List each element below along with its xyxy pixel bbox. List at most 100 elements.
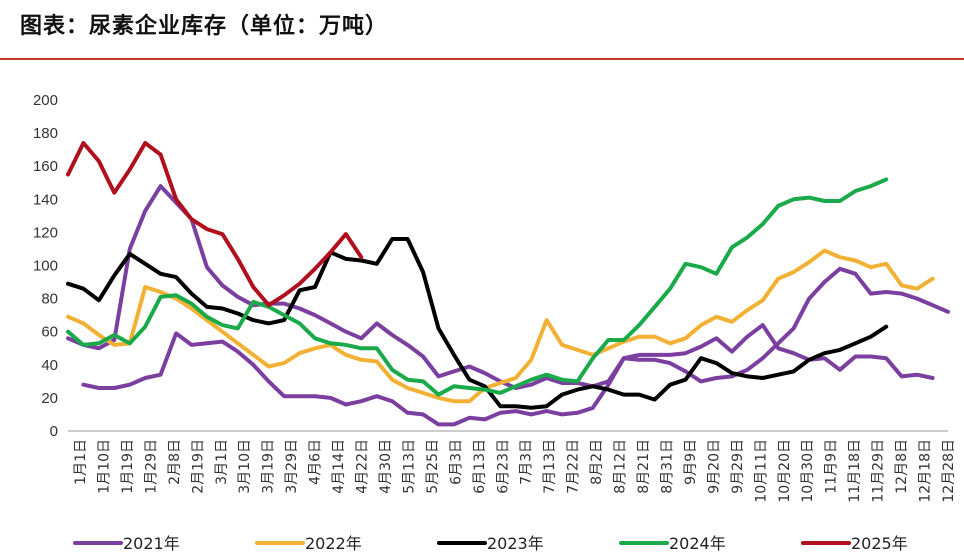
data-point: [575, 388, 579, 392]
data-point: [822, 356, 826, 360]
data-point: [205, 341, 209, 345]
data-point: [529, 378, 533, 382]
x-tick-label: 3月19日: [261, 439, 277, 494]
data-point: [452, 399, 456, 403]
data-point: [298, 351, 302, 355]
x-tick-label: 8月12日: [613, 439, 629, 494]
data-point: [591, 384, 595, 388]
data-point: [375, 359, 379, 363]
data-point: [143, 325, 147, 329]
data-point: [498, 411, 502, 415]
data-point: [560, 393, 564, 397]
data-point: [792, 369, 796, 373]
data-point: [220, 283, 224, 287]
data-point: [714, 361, 718, 365]
x-tick-label: 11月9日: [824, 439, 840, 494]
legend-label: 2025年: [851, 534, 908, 553]
data-point: [251, 363, 255, 367]
data-point: [112, 333, 116, 337]
data-point: [220, 323, 224, 327]
y-tick-label: 160: [33, 158, 58, 175]
data-point: [869, 355, 873, 359]
data-point: [359, 255, 363, 259]
data-point: [437, 396, 441, 400]
x-tick-label: 1月19日: [120, 439, 136, 494]
data-point: [545, 409, 549, 413]
data-point: [606, 388, 610, 392]
y-tick-label: 120: [33, 224, 58, 241]
series-line-2025年: [66, 141, 364, 308]
data-point: [220, 232, 224, 236]
data-point: [869, 292, 873, 296]
data-point: [220, 307, 224, 311]
data-point: [730, 320, 734, 324]
data-point: [298, 288, 302, 292]
legend-label: 2024年: [669, 534, 726, 553]
x-tick-label: 12月18日: [918, 439, 934, 503]
data-point: [684, 336, 688, 340]
data-point: [884, 177, 888, 181]
data-point: [143, 262, 147, 266]
data-point: [498, 391, 502, 395]
data-point: [498, 404, 502, 408]
data-point: [838, 348, 842, 352]
data-point: [174, 331, 178, 335]
data-point: [467, 399, 471, 403]
data-point: [761, 376, 765, 380]
data-point: [483, 384, 487, 388]
data-point: [637, 393, 641, 397]
data-point: [267, 364, 271, 368]
data-point: [853, 189, 857, 193]
y-tick-label: 100: [33, 258, 58, 275]
x-tick-label: 8月31日: [659, 439, 675, 494]
data-point: [853, 272, 857, 276]
data-point: [159, 373, 163, 377]
data-point: [514, 409, 518, 413]
data-point: [97, 298, 101, 302]
data-point: [313, 346, 317, 350]
data-point: [359, 358, 363, 362]
data-point: [884, 290, 888, 294]
data-point: [205, 227, 209, 231]
data-point: [452, 353, 456, 357]
data-point: [190, 343, 194, 347]
data-point: [236, 350, 240, 354]
data-point: [406, 343, 410, 347]
data-point: [421, 379, 425, 383]
data-point: [668, 383, 672, 387]
data-point: [529, 358, 533, 362]
data-point: [869, 265, 873, 269]
data-point: [421, 391, 425, 395]
data-point: [344, 257, 348, 261]
data-point: [159, 184, 163, 188]
data-point: [776, 341, 780, 345]
data-point: [792, 351, 796, 355]
data-point: [390, 333, 394, 337]
data-point: [761, 222, 765, 226]
title-rule: [0, 58, 964, 60]
data-point: [236, 295, 240, 299]
x-tick-label: 8月2日: [589, 439, 605, 485]
data-point: [143, 141, 147, 145]
data-point: [869, 335, 873, 339]
data-point: [467, 364, 471, 368]
data-point: [205, 315, 209, 319]
data-point: [190, 307, 194, 311]
data-point: [668, 287, 672, 291]
data-point: [236, 311, 240, 315]
data-point: [251, 353, 255, 357]
data-point: [653, 398, 657, 402]
data-point: [344, 330, 348, 334]
x-tick-label: 7月13日: [542, 439, 558, 494]
data-point: [699, 265, 703, 269]
y-tick-label: 80: [41, 291, 58, 308]
data-point: [205, 305, 209, 309]
data-point: [452, 422, 456, 426]
legend-label: 2023年: [487, 534, 544, 553]
data-point: [236, 326, 240, 330]
data-point: [575, 379, 579, 383]
data-point: [128, 383, 132, 387]
data-point: [853, 259, 857, 263]
data-point: [684, 262, 688, 266]
data-point: [313, 336, 317, 340]
